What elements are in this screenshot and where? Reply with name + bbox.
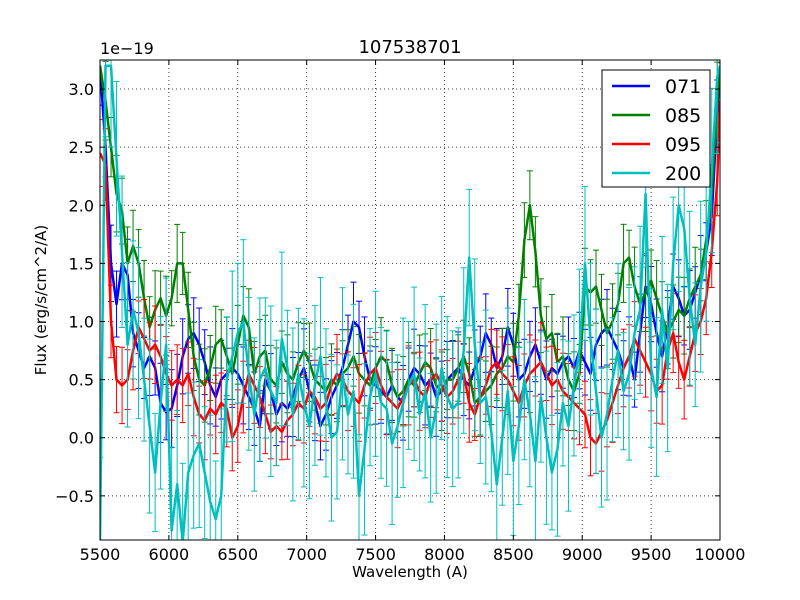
y-axis-offset-label: 1e−19: [100, 39, 154, 58]
chart-title: 107538701: [358, 37, 461, 58]
legend-label-095: 095: [665, 134, 701, 156]
y-tick-label: 1.0: [69, 313, 94, 332]
y-tick-label: 0.5: [69, 371, 94, 390]
legend-box: [601, 69, 711, 188]
x-tick-label: 7000: [286, 545, 327, 564]
y-axis-label: Flux (erg/s/cm^2/A): [32, 225, 50, 376]
y-tick-label: 3.0: [69, 80, 94, 99]
y-tick-label: 2.5: [69, 138, 94, 157]
x-axis-label: Wavelength (A): [352, 563, 468, 581]
plot-frame: [99, 59, 721, 541]
x-tick-label: 7500: [355, 545, 396, 564]
axis-ticks: 5500 6000 6500 7000 7500 8000 8500 9000 9500 1000…: [55, 60, 745, 564]
series-200: [100, 60, 720, 540]
x-tick-label: 6500: [217, 545, 258, 564]
x-tick-label: 8000: [424, 545, 465, 564]
x-tick-label: 10000: [695, 545, 746, 564]
series-line-200: [100, 64, 720, 540]
x-tick-label: 9500: [631, 545, 672, 564]
legend-label-085: 085: [665, 105, 701, 127]
x-tick-label: 8500: [493, 545, 534, 564]
legend-label-200: 200: [665, 163, 701, 185]
x-tick-label: 6000: [149, 545, 190, 564]
series-layer: [100, 60, 720, 540]
y-tick-label: 2.0: [69, 196, 94, 215]
y-tick-label: 0.0: [69, 429, 94, 448]
y-tick-label: 1.5: [69, 254, 94, 273]
legend-label-071: 071: [665, 76, 701, 98]
y-tick-label: −0.5: [55, 487, 94, 506]
legend: 071 085 095 200: [601, 69, 711, 188]
x-tick-label: 5500: [80, 545, 121, 564]
x-tick-label: 9000: [562, 545, 603, 564]
